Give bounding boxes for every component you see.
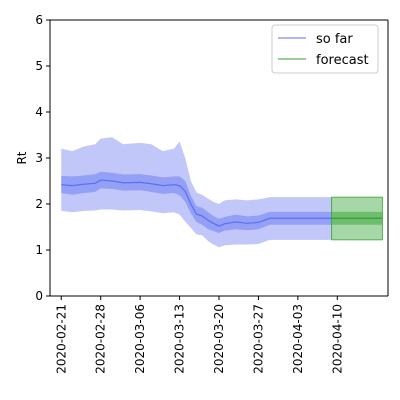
legend-frame	[271, 24, 379, 74]
band-outer-so-far	[61, 137, 332, 248]
y-tick-label: 1	[35, 243, 43, 257]
y-axis-label: Rt	[15, 151, 29, 164]
x-tick-label: 2020-03-06	[133, 304, 147, 374]
legend-label-forecast: forecast	[316, 53, 369, 68]
x-tick-label: 2020-03-13	[173, 304, 187, 374]
series-lines	[61, 179, 383, 227]
y-axis-ticks: 0 1 2 3 4 5 6	[35, 13, 50, 303]
legend-label-so-far: so far	[316, 32, 353, 47]
x-tick-label: 2020-03-20	[212, 304, 226, 374]
y-tick-label: 5	[35, 59, 43, 73]
x-tick-label: 2020-02-28	[94, 304, 108, 374]
y-tick-label: 3	[35, 151, 43, 165]
y-tick-label: 4	[35, 105, 43, 119]
x-axis-ticks: 2020-02-21 2020-02-28 2020-03-06 2020-03-13…	[54, 296, 344, 374]
y-tick-label: 2	[35, 197, 43, 211]
y-tick-label: 6	[35, 13, 43, 27]
x-tick-label: 2020-03-27	[251, 304, 265, 374]
band-inner-so-far	[61, 171, 332, 233]
x-tick-label: 2020-02-21	[54, 304, 68, 374]
series-line-so-far	[61, 179, 332, 227]
x-tick-label: 2020-04-10	[330, 304, 344, 374]
x-tick-label: 2020-04-03	[291, 304, 305, 374]
uncertainty-bands	[61, 137, 383, 248]
legend: so far forecast	[271, 24, 379, 74]
y-tick-label: 0	[35, 289, 43, 303]
